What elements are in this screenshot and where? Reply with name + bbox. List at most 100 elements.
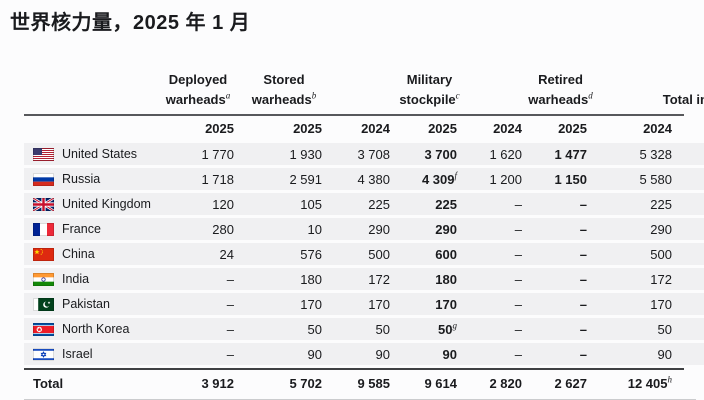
value-cell: 1 200 bbox=[489, 171, 522, 187]
year-header-row: 2025 2025 2024 2025 2024 2025 2024 bbox=[24, 116, 704, 140]
year-header: 2024 bbox=[643, 120, 672, 136]
value-cell: 180 bbox=[300, 271, 322, 287]
value-cell: 50 bbox=[657, 321, 672, 337]
column-group-label: Total in bbox=[662, 91, 704, 107]
header-divider bbox=[24, 114, 684, 116]
table-row: India – 180 172 180 – – 172 bbox=[24, 268, 704, 290]
country-cell: Pakistan bbox=[24, 297, 156, 311]
column-group-label: Deployed warheadsa bbox=[165, 72, 231, 107]
value-cell: 90 bbox=[657, 346, 672, 362]
flag-il-icon bbox=[33, 347, 54, 361]
value-cell: – bbox=[579, 271, 587, 287]
value-cell: 90 bbox=[307, 346, 322, 362]
value-cell: – bbox=[579, 196, 587, 212]
value-cell: 1 150 bbox=[554, 171, 587, 187]
value-cell: 3 708 bbox=[357, 146, 390, 162]
nuclear-table: Deployed warheadsa Stored warheadsb Military… bbox=[24, 66, 704, 400]
country-cell: United Kingdom bbox=[24, 197, 156, 211]
value-cell: 24 bbox=[219, 246, 234, 262]
total-value-cell: 12 405h bbox=[627, 374, 672, 391]
value-cell: – bbox=[226, 271, 234, 287]
value-cell: 225 bbox=[650, 196, 672, 212]
flag-kp-icon bbox=[33, 322, 54, 336]
value-cell: 90 bbox=[442, 346, 457, 362]
column-group-header-row: Deployed warheadsa Stored warheadsb Military… bbox=[24, 66, 704, 114]
value-cell: 170 bbox=[435, 296, 457, 312]
country-name: North Korea bbox=[62, 322, 130, 336]
country-cell: North Korea bbox=[24, 322, 156, 336]
country-name: China bbox=[62, 247, 95, 261]
flag-us-icon bbox=[33, 147, 54, 161]
value-cell: 90 bbox=[375, 346, 390, 362]
country-cell: Israel bbox=[24, 347, 156, 361]
flag-cn-icon bbox=[33, 247, 54, 261]
country-cell: France bbox=[24, 222, 156, 236]
value-cell: 50 bbox=[307, 321, 322, 337]
value-cell: – bbox=[579, 296, 587, 312]
value-cell: – bbox=[226, 346, 234, 362]
table-row: Israel – 90 90 90 – – 90 bbox=[24, 343, 704, 365]
value-cell: 3 700 bbox=[424, 146, 457, 162]
total-value-cell: 3 912 bbox=[201, 376, 234, 391]
value-cell: – bbox=[514, 221, 522, 237]
flag-in-icon bbox=[33, 272, 54, 286]
value-cell: 500 bbox=[650, 246, 672, 262]
value-cell: 105 bbox=[300, 196, 322, 212]
value-cell: 50g bbox=[438, 320, 457, 337]
value-cell: 10 bbox=[307, 221, 322, 237]
table-row: France 280 10 290 290 – – 290 bbox=[24, 218, 704, 240]
value-cell: – bbox=[226, 296, 234, 312]
value-cell: – bbox=[579, 221, 587, 237]
table-row: United Kingdom 120 105 225 225 – – 225 bbox=[24, 193, 704, 215]
year-header: 2024 bbox=[493, 120, 522, 136]
value-cell: – bbox=[579, 346, 587, 362]
year-header: 2025 bbox=[428, 120, 457, 136]
value-cell: 172 bbox=[650, 271, 672, 287]
table-row: China 24 576 500 600 – – 500 bbox=[24, 243, 704, 265]
flag-ru-icon bbox=[33, 172, 54, 186]
column-group-label: Stored warheadsb bbox=[251, 72, 317, 107]
flag-uk-icon bbox=[33, 197, 54, 211]
value-cell: 1 477 bbox=[554, 146, 587, 162]
value-cell: 170 bbox=[650, 296, 672, 312]
value-cell: 290 bbox=[435, 221, 457, 237]
value-cell: – bbox=[514, 271, 522, 287]
value-cell: 1 770 bbox=[201, 146, 234, 162]
value-cell: 172 bbox=[368, 271, 390, 287]
value-cell: 170 bbox=[300, 296, 322, 312]
total-row: Total 3 912 5 702 9 585 9 614 2 820 2 627 12 40… bbox=[24, 371, 704, 396]
value-cell: – bbox=[514, 321, 522, 337]
value-cell: 1 718 bbox=[201, 171, 234, 187]
value-cell: 5 328 bbox=[639, 146, 672, 162]
country-name: Russia bbox=[62, 172, 101, 186]
table-row: Russia 1 718 2 591 4 380 4 309f 1 200 1 150 5 5… bbox=[24, 168, 704, 190]
value-cell: 576 bbox=[300, 246, 322, 262]
value-cell: – bbox=[514, 246, 522, 262]
column-group-label: Retired warheadsd bbox=[528, 72, 593, 107]
flag-pk-icon bbox=[33, 297, 54, 311]
total-divider bbox=[24, 368, 684, 370]
country-name: India bbox=[62, 272, 90, 286]
flag-fr-icon bbox=[33, 222, 54, 236]
page-title: 世界核力量，2025 年 1 月 bbox=[10, 12, 251, 34]
country-cell: United States bbox=[24, 147, 156, 161]
country-name: United States bbox=[62, 147, 138, 161]
value-cell: 225 bbox=[435, 196, 457, 212]
table-row: North Korea – 50 50 50g – – 50 bbox=[24, 318, 704, 340]
country-name: Pakistan bbox=[62, 297, 110, 311]
total-value-cell: 2 627 bbox=[554, 376, 587, 391]
value-cell: 180 bbox=[435, 271, 457, 287]
value-cell: 1 620 bbox=[489, 146, 522, 162]
value-cell: – bbox=[514, 296, 522, 312]
country-name: Israel bbox=[62, 347, 93, 361]
value-cell: 4 309f bbox=[421, 170, 457, 187]
value-cell: 290 bbox=[368, 221, 390, 237]
year-header: 2025 bbox=[293, 120, 322, 136]
total-label: Total bbox=[33, 376, 64, 391]
value-cell: 5 580 bbox=[639, 171, 672, 187]
year-header: 2024 bbox=[361, 120, 390, 136]
value-cell: 290 bbox=[650, 221, 672, 237]
value-cell: – bbox=[514, 196, 522, 212]
value-cell: 280 bbox=[212, 221, 234, 237]
country-name: France bbox=[62, 222, 101, 236]
